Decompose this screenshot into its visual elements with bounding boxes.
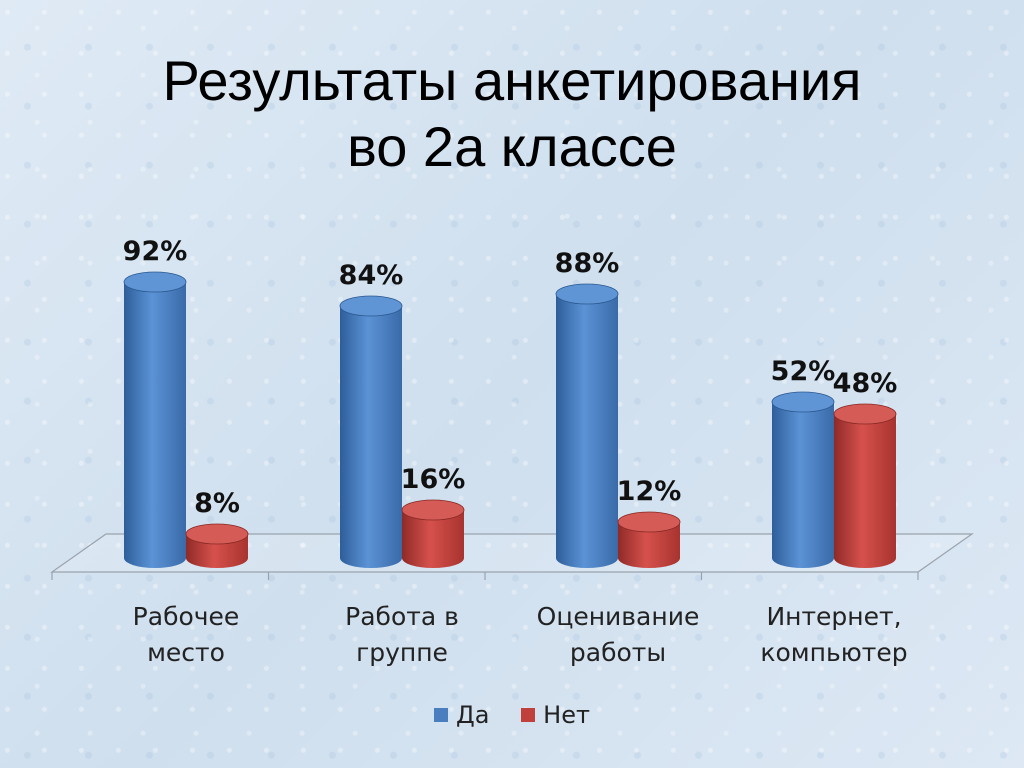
chart-floor [50, 533, 974, 573]
data-label: 84% [339, 260, 404, 291]
title-line-1: Результаты анкетирования [162, 49, 862, 112]
bar-top-yes [555, 283, 619, 305]
bar-yes [124, 282, 186, 568]
bar-top-no [833, 403, 897, 425]
bar-no [834, 414, 896, 568]
category-label: работы [570, 638, 666, 667]
legend-item-no: Нет [521, 701, 590, 729]
bar-yes [556, 294, 618, 568]
legend-swatch-no [521, 708, 536, 722]
data-label: 48% [833, 368, 898, 399]
category-label: Оценивание [537, 602, 700, 631]
data-label: 16% [401, 464, 466, 495]
data-label: 52% [771, 356, 836, 387]
bar-top-no [401, 499, 465, 521]
bar-yes [772, 402, 834, 568]
legend-item-yes: Да [434, 701, 490, 729]
category-label: группе [356, 638, 448, 667]
bar-top-no [617, 511, 681, 533]
data-label: 88% [555, 248, 620, 279]
category-label: Интернет, [766, 602, 901, 631]
title-line-2: во 2а классе [347, 115, 677, 178]
legend: Да Нет [0, 700, 1024, 729]
bar-top-yes [771, 391, 835, 413]
category-label: компьютер [760, 638, 907, 667]
bar-yes [340, 306, 402, 568]
bar-top-no [185, 523, 249, 545]
chart-title: Результаты анкетирования во 2а классе [0, 48, 1024, 180]
bar-top-yes [339, 295, 403, 317]
legend-swatch-yes [434, 708, 449, 722]
legend-label-no: Нет [543, 701, 590, 729]
bar-no [618, 522, 680, 568]
category-label: Работа в [345, 602, 459, 631]
bar-top-yes [123, 271, 187, 293]
bar-no [402, 510, 464, 568]
data-label: 8% [194, 488, 240, 519]
data-label: 12% [617, 476, 682, 507]
data-label: 92% [123, 236, 188, 267]
category-label: место [147, 638, 225, 667]
category-label: Рабочее [133, 602, 240, 631]
legend-label-yes: Да [456, 701, 490, 729]
